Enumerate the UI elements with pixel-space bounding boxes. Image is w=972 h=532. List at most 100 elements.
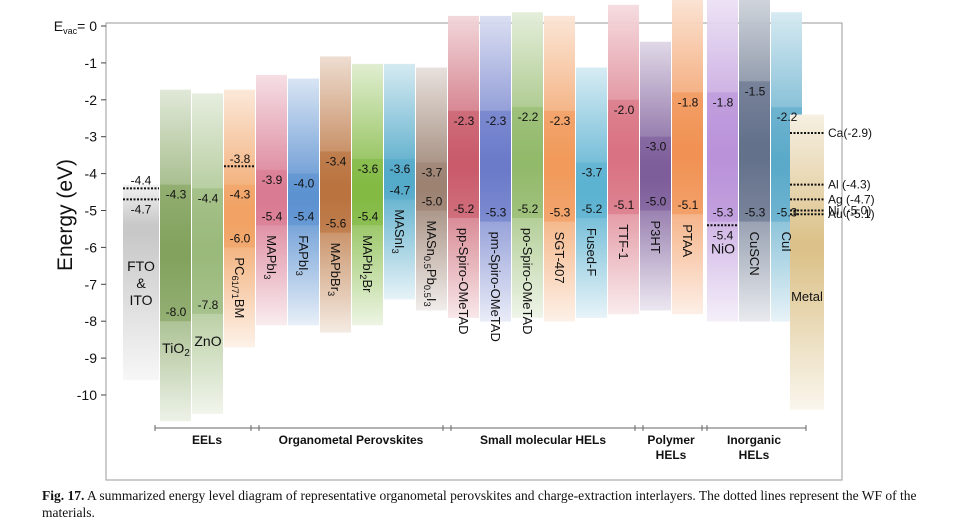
wf-label: -3.8 [230,152,251,166]
band-core [320,151,351,233]
lumo-label: -1.5 [745,84,766,98]
y-tick-label: -3 [85,129,98,145]
lumo-label: -3.9 [262,173,283,187]
homo-label: -5.2 [518,202,539,216]
metal-bar [790,114,824,410]
band-core [707,92,738,222]
lumo-label: -4.0 [294,177,315,191]
lumo-label: -2.2 [777,110,798,124]
material-name: Fused-F [584,228,599,276]
material-name: CuSCN [747,232,762,276]
material-name: FAPbI3 [294,235,311,276]
band-core [448,110,479,218]
electrode-wf-label: -4.7 [131,202,152,216]
y-tick-label: -7 [85,276,98,292]
metal-wf-label: Ca(-2.9) [828,126,872,140]
material-name: PTAA [680,224,695,257]
y-tick-label: -2 [85,92,98,108]
y-tick-label: -6 [85,239,98,255]
y-tick-label: -9 [85,350,98,366]
group-label: Organometal Perovskites [279,433,424,447]
lumo-label: -2.0 [614,103,635,117]
homo-label: -5.3 [550,206,571,220]
energy-level-chart: Evac= 0 -1 -2 -3 -4 -5 -6 -7 -8 -9 -10 -4.4 -4.7 FTO… [54,0,875,481]
material-name: pp-Spiro-OMeTAD [456,228,471,335]
homo-label: -5.4 [262,209,283,223]
group-label: HELs [739,448,770,462]
band-core [384,158,415,200]
lumo-label: -4.3 [230,188,251,202]
material-name: MAPbI3 [262,235,279,279]
material-name: MASn0.5Pb0.5I3 [422,221,439,307]
y-tick-label: -4 [85,166,98,182]
band-core [256,169,287,226]
band-core [544,110,575,222]
homo-label: -5.3 [486,206,507,220]
caption-fig-label: Fig. 17. [42,488,85,503]
figure-caption: Fig. 17. A summarized energy level diagr… [42,487,932,521]
material-name: MAPbBr3 [326,243,343,297]
lumo-label: -3.7 [422,166,443,180]
homo-label: -5.3 [713,206,734,220]
material-name: NiO [711,241,735,257]
material-name: TTF-1 [616,224,631,259]
metal-wf-label: Ag (-4.7) [828,192,875,206]
metal-wf-label: Al (-4.3) [828,178,871,192]
y-tick-label: Evac= 0 [54,18,97,36]
homo-label: -5.4 [358,209,379,223]
electrode-wf-label: -4.4 [131,173,152,187]
homo-label: -5.0 [646,195,667,209]
lumo-label: -1.8 [713,95,734,109]
electrode-name: ITO [129,292,152,308]
y-tick-label: -10 [77,387,97,403]
group-label: HELs [656,448,687,462]
group-label: Inorganic [727,433,781,447]
homo-label: -5.4 [294,209,315,223]
material-name: P3HT [648,221,663,254]
material-name: MASnI3 [390,209,407,253]
material-name: CuI [779,232,794,252]
wf-label: -5.4 [713,228,734,242]
band-core [640,136,671,211]
metal-wf-label: Au (-5.1) [828,207,875,221]
homo-label: -5.6 [326,217,347,231]
homo-label: -5.2 [454,202,475,216]
homo-label: -8.0 [166,305,187,319]
lumo-label: -3.0 [646,140,667,154]
electrode-name: & [136,275,146,291]
homo-label: -4.7 [390,183,411,197]
group-label: Polymer [647,433,695,447]
lumo-label: -3.6 [358,162,379,176]
electrode-name: FTO [127,258,155,274]
lumo-label: -3.6 [390,162,411,176]
lumo-label: -4.3 [166,188,187,202]
homo-label: -5.2 [582,202,603,216]
lumo-label: -1.8 [678,95,699,109]
band-core [512,107,543,218]
lumo-label: -2.3 [486,114,507,128]
y-tick-label: -5 [85,203,98,219]
band-core [576,162,607,218]
material-name: PC61/71BM [230,257,247,318]
band-core [608,99,639,215]
lumo-label: -3.7 [582,166,603,180]
homo-label: -5.1 [678,198,699,212]
band-core [192,188,223,314]
band-core [352,158,383,226]
homo-label: -5.3 [745,206,766,220]
band-core [416,162,447,211]
electrode-bar [123,184,159,381]
homo-label: -6.0 [230,231,251,245]
band-core [288,173,319,226]
lumo-label: -2.2 [518,110,539,124]
lumo-label: -2.3 [454,114,475,128]
lumo-label: -2.3 [550,114,571,128]
band-core [480,110,511,222]
homo-label: -5.1 [614,198,635,212]
y-tick-label: -1 [85,55,98,71]
metal-name: Metal [791,289,823,304]
material-name: po-Spiro-OMeTAD [520,228,535,335]
material-name: ZnO [194,333,221,349]
lumo-label: -3.4 [326,154,347,168]
homo-label: -7.8 [198,298,219,312]
